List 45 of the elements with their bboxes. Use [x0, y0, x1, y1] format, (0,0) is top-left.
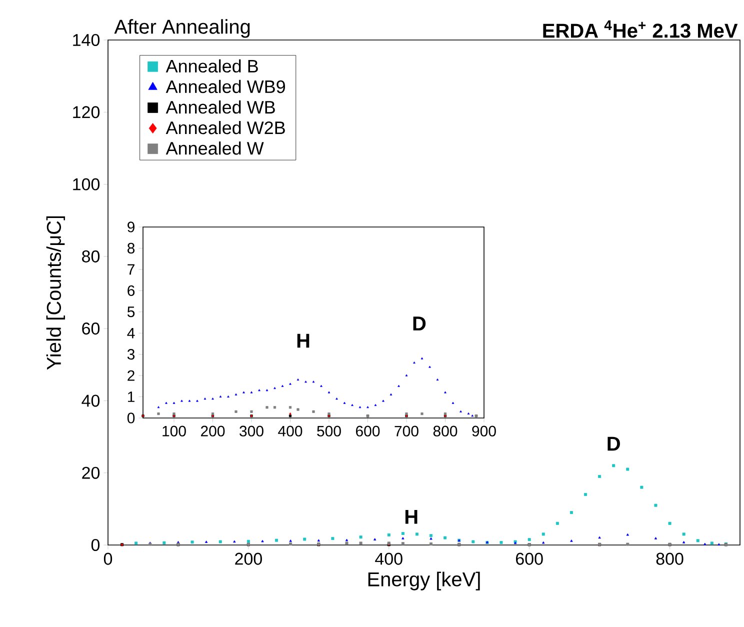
x-tick-label: 500 [317, 426, 341, 436]
chart-subtitle: ERDA $^{4}$He$^{+}$ 2.13 MeV [543, 20, 738, 38]
y-tick-label: 5 [127, 306, 135, 318]
annotation: H [405, 510, 418, 524]
y-tick-label: 3 [127, 349, 135, 360]
y-tick-label: 4 [127, 328, 135, 338]
y-tick-label: 9 [128, 222, 134, 232]
y-tick-label: 100 [73, 178, 100, 190]
x-tick-label: 700 [394, 426, 418, 436]
chart-title: After Annealing [114, 19, 250, 38]
y-tick-label: 60 [82, 322, 100, 335]
x-tick-label: 400 [278, 426, 302, 436]
legend-label: Annealed W [166, 142, 264, 155]
x-tick-label: 100 [162, 426, 186, 436]
x-tick-label: 300 [240, 426, 264, 436]
y-tick-label: 6 [128, 285, 135, 296]
y-tick-label: 8 [128, 242, 135, 254]
annotation: H [297, 334, 310, 348]
x-axis-title: Energy [keV] [368, 572, 480, 590]
x-tick-label: 600 [356, 426, 380, 436]
x-tick-label: 200 [200, 426, 225, 436]
y-tick-label: 0 [127, 412, 135, 424]
y-tick-label: 0 [91, 538, 100, 552]
x-tick-label: 800 [656, 552, 684, 565]
y-tick-label: 1 [128, 392, 134, 402]
x-tick-label: 600 [516, 552, 543, 565]
x-tick-label: 900 [472, 426, 496, 436]
legend-label: Annealed W2B [166, 120, 285, 134]
x-tick-label: 0 [104, 552, 112, 565]
x-tick-label: 800 [433, 426, 458, 436]
y-tick-label: 7 [128, 264, 134, 275]
legend-label: Annealed B [166, 59, 258, 73]
legend-label: Annealed WB [166, 100, 275, 114]
x-tick-label: 400 [375, 552, 402, 565]
y-tick-label: 80 [82, 250, 100, 262]
annotation: D [608, 436, 620, 451]
annotation: D [413, 316, 426, 330]
x-tick-label: 200 [235, 552, 262, 565]
y-axis-title: Yield [Counts/μC] [46, 216, 65, 370]
y-tick-label: 120 [73, 106, 100, 118]
y-tick-label: 40 [82, 394, 100, 407]
legend-label: Annealed WB9 [166, 80, 285, 94]
y-tick-label: 2 [128, 370, 134, 381]
y-tick-label: 20 [82, 466, 100, 479]
y-tick-label: 140 [73, 34, 100, 46]
